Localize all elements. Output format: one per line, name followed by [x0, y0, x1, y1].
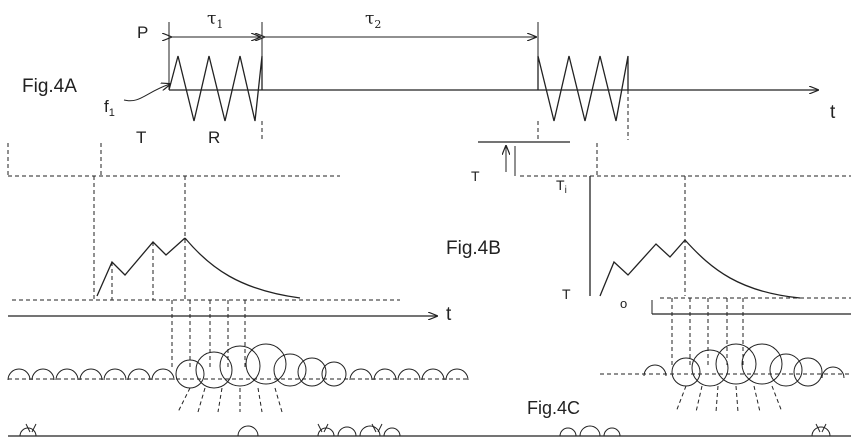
- fig4a-panel: P τ1 τ2 Fig.4A f1: [22, 9, 836, 147]
- fig4b-response-decay-right: [684, 239, 801, 299]
- fig4c-bubble-row-right: [643, 343, 845, 387]
- fig4b-t-label: t: [446, 304, 452, 325]
- fig4a-f1-pointer-arrow: [123, 84, 170, 102]
- fig4c-fan-right: [675, 385, 783, 413]
- fig4c-bottom-bubbles: [19, 425, 831, 437]
- fig4b-response-rise-left: [96, 237, 186, 297]
- fig4b-response-decay-left: [184, 237, 301, 299]
- fig4a-figure-label: Fig.4A: [22, 76, 77, 97]
- fig4b-t-lower-label: T: [562, 286, 571, 302]
- fig4c-bottom-ticks: [25, 423, 827, 433]
- fig4c-panel: Fig.4C: [7, 298, 851, 437]
- fig4c-fan-left: [177, 387, 283, 413]
- fig4b-panel: T Ti t Fig.4B T o: [7, 141, 851, 325]
- fig4a-r-fragment: R: [208, 128, 220, 147]
- fig4a-pulse-train-1: [168, 55, 263, 122]
- fig4b-o-subscript: o: [620, 296, 627, 311]
- fig4a-p-label: P: [137, 23, 148, 42]
- fig4a-tau1-label: τ1: [207, 9, 223, 31]
- fig4a-tau2-label: τ2: [365, 9, 381, 31]
- fig4b-ti-label: Ti: [556, 177, 567, 196]
- fig4a-t-label: t: [830, 102, 836, 123]
- fig4a-pulse-train-2: [537, 55, 629, 122]
- fig4c-figure-label: Fig.4C: [527, 398, 580, 418]
- fig4a-f1-label: f1: [104, 97, 115, 119]
- fig4b-t-upper-label: T: [471, 168, 480, 184]
- fig4c-bubble-row-left: [7, 343, 469, 389]
- fig4b-response-rise-right: [599, 239, 686, 297]
- fig4b-figure-label: Fig.4B: [446, 238, 501, 259]
- fig4a-t-fragment: T: [136, 128, 146, 147]
